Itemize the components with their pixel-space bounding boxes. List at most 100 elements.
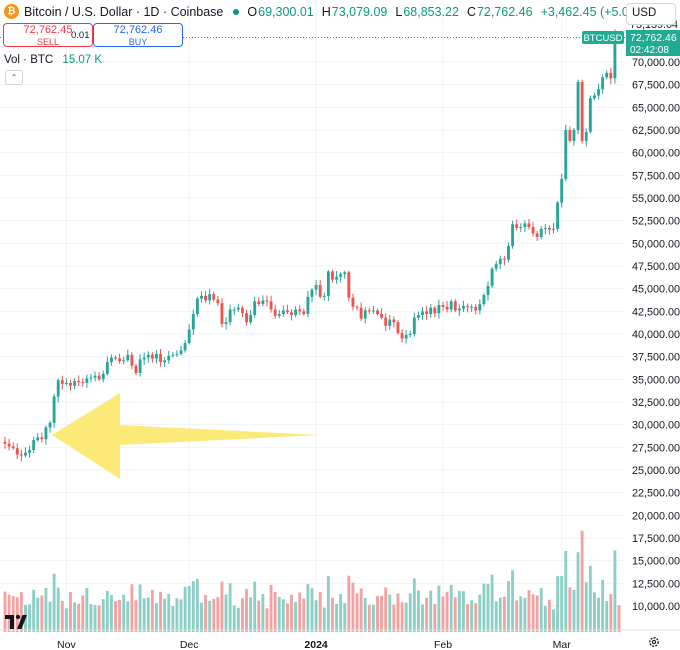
volume-bar [421,604,424,632]
candle-body [457,308,461,311]
volume-bar [249,597,253,632]
chart-grid [0,0,624,628]
candle-body [527,223,531,228]
price-tick-label: 22,500.00 [632,488,680,500]
candle-body [576,81,580,130]
volume-bar [302,598,306,632]
volume-bar [114,601,117,632]
candle-body [343,272,347,275]
volume-bar [572,589,576,632]
volume-bar [97,605,101,632]
candle-body [568,130,572,141]
volume-bar [539,588,543,632]
candle-body [605,72,609,78]
volume-bar [396,593,400,632]
volume-bar [281,599,285,632]
volume-bar [245,589,248,632]
price-badge [626,30,680,56]
price-tick-label: 17,500.00 [632,533,680,545]
candle-body [32,440,36,451]
candle-body [470,306,474,308]
volume-bar [486,583,490,632]
volume-bar [474,603,478,632]
candle-body [494,264,498,269]
volume-bar [507,581,510,632]
candle-body [69,382,72,386]
candle-body [339,274,343,277]
candle-body [519,227,523,229]
candle-body [44,427,48,440]
volume-bar [204,594,208,632]
candle-body [191,314,195,330]
candle-body [269,301,273,310]
volume-bar [425,597,429,632]
volume-bar [40,595,44,632]
volume-bar [367,604,371,632]
sell-button[interactable]: 72,762.45 SELL [3,23,93,47]
tradingview-logo-icon[interactable] [4,612,28,632]
volume-bar [466,604,469,632]
price-tick-label: 67,500.00 [632,80,680,92]
gear-icon[interactable] [648,636,660,648]
chevron-up-icon: ⌃ [10,73,18,82]
volume-bar [118,599,122,632]
price-tick-label: 45,000.00 [632,284,680,296]
time-tick-label: Dec [180,639,199,650]
volume-bar [408,593,412,632]
candle-body [77,381,81,383]
candle-body [388,319,392,326]
volume-bar [89,604,93,632]
candle-body [286,310,289,313]
candle-body [28,450,31,453]
volume-bar [609,594,613,632]
symbol-title[interactable]: Bitcoin / U.S. Dollar · 1D · Coinbase [24,4,224,19]
currency-select[interactable]: USD [626,3,676,25]
volume-bar [159,591,162,632]
price-tick-label: 15,000.00 [632,556,680,568]
candle-body [462,305,465,309]
candle-body [396,322,400,334]
volume-bar [527,590,531,632]
candle-body [429,307,433,315]
volume-bar [52,573,56,632]
candle-body [171,354,175,356]
volume-bar [175,598,179,632]
candle-body [7,443,11,447]
volume-bar [306,584,310,632]
buy-button[interactable]: 72,762.46 BUY [93,23,183,47]
volume-bar [564,551,568,632]
volume-bar [326,576,330,632]
arrow-shape[interactable] [52,393,321,479]
volume-bar [339,593,343,632]
volume-bar [273,592,277,632]
volume-bar [363,597,367,632]
collapse-legend-button[interactable]: ⌃ [5,70,23,85]
candle-body [433,307,437,314]
candle-body [40,437,44,440]
annotation-arrow[interactable] [52,393,321,479]
price-axis[interactable]: 70,000.00 67,500.00 65,000.00 62,500.00 60,0… [632,57,680,613]
open-value: 69,300.01 [258,4,314,19]
candle-body [290,312,293,315]
candle-body [613,33,617,79]
volume-bar [310,588,314,632]
price-tick-label: 55,000.00 [632,193,680,205]
candle-body [588,98,592,132]
candle-body [367,310,371,312]
volume-bar [617,605,621,632]
volume-bar [343,603,347,632]
candle-body [294,309,298,315]
time-tick-label: 2024 [304,639,328,650]
sell-price: 72,762.45 [23,24,73,36]
time-axis[interactable]: Nov Dec 2024 Feb Mar [0,629,680,650]
candle-body [437,304,441,314]
volume-bar [593,592,596,632]
candle-body [502,258,506,260]
chart-legend: ₿ Bitcoin / U.S. Dollar · 1D · Coinbase … [0,0,680,66]
volume-bar [388,594,392,632]
volume-label[interactable]: Vol · BTC [4,54,54,66]
volume-bar [155,603,158,632]
candle-body [93,375,97,378]
candle-body [392,319,396,323]
